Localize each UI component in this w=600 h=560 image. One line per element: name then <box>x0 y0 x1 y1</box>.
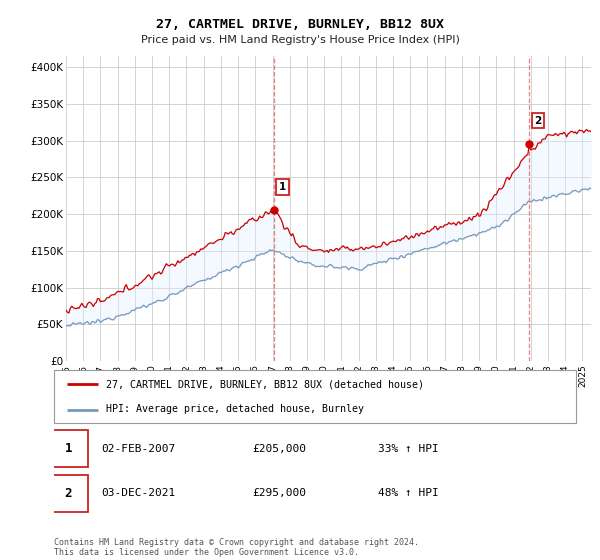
Text: 2: 2 <box>65 487 72 500</box>
Text: 2: 2 <box>535 116 542 125</box>
Text: 03-DEC-2021: 03-DEC-2021 <box>101 488 175 498</box>
FancyBboxPatch shape <box>49 430 88 467</box>
Text: Contains HM Land Registry data © Crown copyright and database right 2024.
This d: Contains HM Land Registry data © Crown c… <box>54 538 419 557</box>
Text: 02-FEB-2007: 02-FEB-2007 <box>101 444 175 454</box>
Text: HPI: Average price, detached house, Burnley: HPI: Average price, detached house, Burn… <box>106 404 364 414</box>
Text: 48% ↑ HPI: 48% ↑ HPI <box>377 488 439 498</box>
FancyBboxPatch shape <box>49 475 88 512</box>
Text: 27, CARTMEL DRIVE, BURNLEY, BB12 8UX (detached house): 27, CARTMEL DRIVE, BURNLEY, BB12 8UX (de… <box>106 380 424 390</box>
Text: Price paid vs. HM Land Registry's House Price Index (HPI): Price paid vs. HM Land Registry's House … <box>140 35 460 45</box>
Text: 33% ↑ HPI: 33% ↑ HPI <box>377 444 439 454</box>
FancyBboxPatch shape <box>54 370 576 423</box>
Text: 1: 1 <box>279 182 286 192</box>
Text: £205,000: £205,000 <box>253 444 307 454</box>
Text: £295,000: £295,000 <box>253 488 307 498</box>
Text: 27, CARTMEL DRIVE, BURNLEY, BB12 8UX: 27, CARTMEL DRIVE, BURNLEY, BB12 8UX <box>156 18 444 31</box>
Text: 1: 1 <box>65 442 72 455</box>
